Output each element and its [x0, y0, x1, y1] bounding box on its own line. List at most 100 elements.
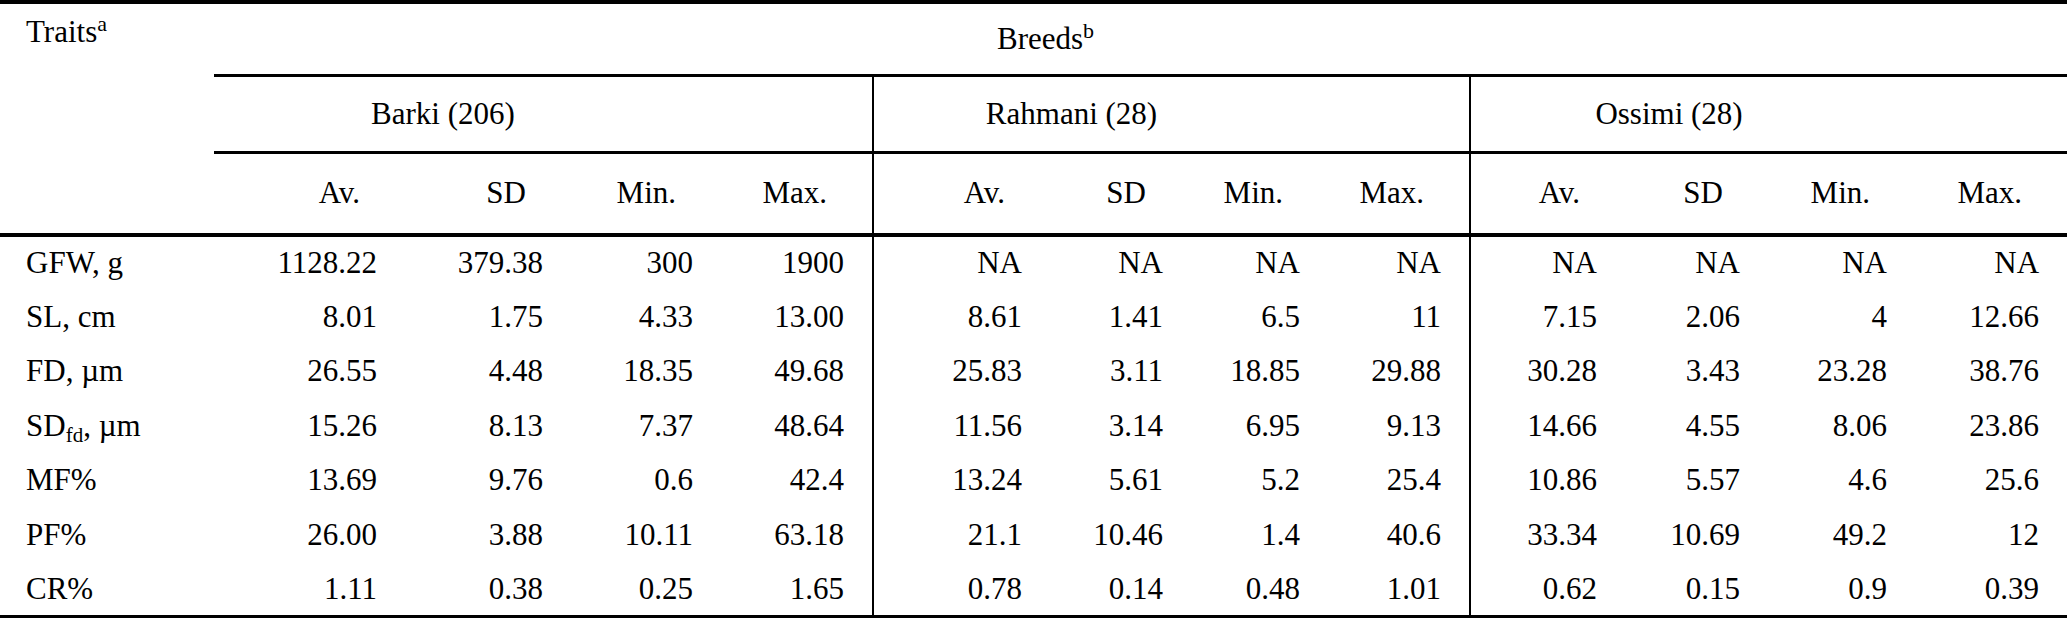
- rahmani-min-value: 5.2: [1191, 453, 1328, 508]
- rahmani-sd-value: 0.14: [1050, 562, 1191, 617]
- header-row-stats: Av. SD Min. Max. Av. SD Min. Max. Av. SD…: [0, 152, 2067, 235]
- barki-max-value: 13.00: [721, 290, 873, 345]
- ossimi-max-value: NA: [1915, 235, 2067, 290]
- barki-min-value: 18.35: [571, 344, 721, 399]
- barki-av-value: 15.26: [214, 399, 405, 454]
- rahmani-av-value: NA: [873, 235, 1050, 290]
- ossimi-min-value: 49.2: [1768, 508, 1915, 563]
- traits-footnote-marker: a: [97, 11, 107, 36]
- barki-sd-value: 1.75: [405, 290, 571, 345]
- barki-max-value: 1900: [721, 235, 873, 290]
- barki-sd-value: 8.13: [405, 399, 571, 454]
- trait-label-main: MF%: [26, 462, 97, 497]
- stat-header-ossimi-av: Av.: [1470, 152, 1625, 235]
- barki-min-value: 4.33: [571, 290, 721, 345]
- group-header-rahmani: Rahmani (28): [873, 75, 1470, 152]
- ossimi-av-value: 33.34: [1470, 508, 1625, 563]
- ossimi-sd-value: 0.15: [1625, 562, 1768, 617]
- rahmani-sd-value: 10.46: [1050, 508, 1191, 563]
- trait-label: SDfd, µm: [0, 399, 214, 454]
- trait-label-unit: , µm: [83, 408, 140, 443]
- ossimi-min-value: NA: [1768, 235, 1915, 290]
- ossimi-av-value: 14.66: [1470, 399, 1625, 454]
- rahmani-av-value: 8.61: [873, 290, 1050, 345]
- rahmani-min-value: 1.4: [1191, 508, 1328, 563]
- barki-min-value: 0.25: [571, 562, 721, 617]
- rahmani-min-value: 0.48: [1191, 562, 1328, 617]
- ossimi-min-value: 4: [1768, 290, 1915, 345]
- ossimi-max-value: 25.6: [1915, 453, 2067, 508]
- trait-label-main: SD: [26, 408, 66, 443]
- stat-header-rahmani-max: Max.: [1328, 152, 1470, 235]
- stat-header-ossimi-min: Min.: [1768, 152, 1915, 235]
- table-row: SDfd, µm15.268.137.3748.6411.563.146.959…: [0, 399, 2067, 454]
- rahmani-max-value: 9.13: [1328, 399, 1470, 454]
- barki-sd-value: 0.38: [405, 562, 571, 617]
- rahmani-av-value: 13.24: [873, 453, 1050, 508]
- rahmani-max-value: 11: [1328, 290, 1470, 345]
- trait-label-main: FD, µm: [26, 353, 123, 388]
- ossimi-max-value: 38.76: [1915, 344, 2067, 399]
- rahmani-av-value: 25.83: [873, 344, 1050, 399]
- ossimi-av-value: 30.28: [1470, 344, 1625, 399]
- rahmani-sd-value: 1.41: [1050, 290, 1191, 345]
- ossimi-sd-value: 10.69: [1625, 508, 1768, 563]
- trait-label-main: PF%: [26, 517, 86, 552]
- stat-header-rahmani-min: Min.: [1191, 152, 1328, 235]
- barki-max-value: 48.64: [721, 399, 873, 454]
- traits-header-text: Traits: [26, 14, 97, 49]
- barki-av-value: 13.69: [214, 453, 405, 508]
- barki-max-value: 1.65: [721, 562, 873, 617]
- stat-header-rahmani-sd: SD: [1050, 152, 1191, 235]
- rahmani-av-value: 0.78: [873, 562, 1050, 617]
- header-row-breeds: Traitsa Breedsb: [0, 2, 2067, 75]
- ossimi-max-value: 12: [1915, 508, 2067, 563]
- rahmani-sd-value: 3.11: [1050, 344, 1191, 399]
- stat-header-barki-min: Min.: [571, 152, 721, 235]
- barki-sd-value: 4.48: [405, 344, 571, 399]
- barki-min-value: 10.11: [571, 508, 721, 563]
- breeds-header-text: Breeds: [997, 21, 1083, 56]
- barki-av-value: 26.00: [214, 508, 405, 563]
- barki-max-value: 49.68: [721, 344, 873, 399]
- barki-av-value: 1128.22: [214, 235, 405, 290]
- table-row: GFW, g1128.22379.383001900NANANANANANANA…: [0, 235, 2067, 290]
- breeds-column-header: Breedsb: [214, 2, 2067, 75]
- ossimi-sd-value: 4.55: [1625, 399, 1768, 454]
- rahmani-min-value: 6.5: [1191, 290, 1328, 345]
- rahmani-av-value: 21.1: [873, 508, 1050, 563]
- trait-label-main: CR%: [26, 571, 93, 606]
- rahmani-max-value: 25.4: [1328, 453, 1470, 508]
- rahmani-max-value: 40.6: [1328, 508, 1470, 563]
- ossimi-min-value: 8.06: [1768, 399, 1915, 454]
- ossimi-max-value: 12.66: [1915, 290, 2067, 345]
- stat-header-barki-av: Av.: [214, 152, 405, 235]
- ossimi-av-value: 10.86: [1470, 453, 1625, 508]
- stat-header-rahmani-av: Av.: [873, 152, 1050, 235]
- ossimi-min-value: 4.6: [1768, 453, 1915, 508]
- barki-max-value: 63.18: [721, 508, 873, 563]
- ossimi-sd-value: 5.57: [1625, 453, 1768, 508]
- traits-column-header: Traitsa: [0, 2, 214, 235]
- rahmani-min-value: 18.85: [1191, 344, 1328, 399]
- table-row: MF%13.699.760.642.413.245.615.225.410.86…: [0, 453, 2067, 508]
- barki-min-value: 300: [571, 235, 721, 290]
- ossimi-sd-value: 2.06: [1625, 290, 1768, 345]
- ossimi-sd-value: 3.43: [1625, 344, 1768, 399]
- trait-label-main: GFW, g: [26, 245, 123, 280]
- breeds-footnote-marker: b: [1083, 17, 1094, 42]
- ossimi-max-value: 23.86: [1915, 399, 2067, 454]
- ossimi-min-value: 23.28: [1768, 344, 1915, 399]
- header-row-groups: Barki (206) Rahmani (28) Ossimi (28): [0, 75, 2067, 152]
- stat-header-ossimi-max: Max.: [1915, 152, 2067, 235]
- stat-header-barki-max: Max.: [721, 152, 873, 235]
- trait-label: FD, µm: [0, 344, 214, 399]
- group-header-ossimi: Ossimi (28): [1470, 75, 2067, 152]
- rahmani-sd-value: NA: [1050, 235, 1191, 290]
- ossimi-av-value: 7.15: [1470, 290, 1625, 345]
- breed-traits-table: Traitsa Breedsb Barki (206) Rahmani (28)…: [0, 0, 2067, 618]
- stat-header-barki-sd: SD: [405, 152, 571, 235]
- table-row: FD, µm26.554.4818.3549.6825.833.1118.852…: [0, 344, 2067, 399]
- barki-min-value: 7.37: [571, 399, 721, 454]
- rahmani-sd-value: 3.14: [1050, 399, 1191, 454]
